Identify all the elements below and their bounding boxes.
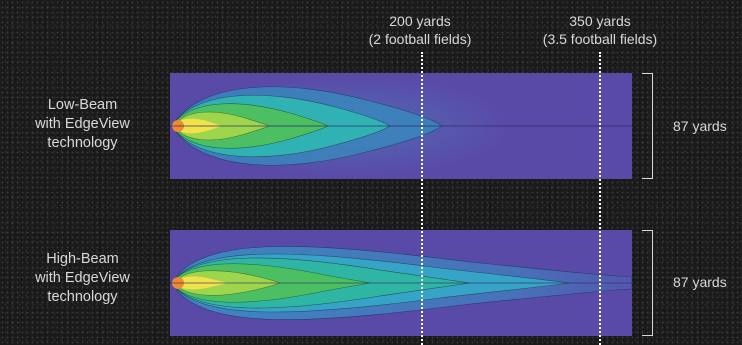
marker-200-line xyxy=(421,52,423,345)
high-beam-title: High-Beam xyxy=(46,251,119,267)
low-beam-heatmap xyxy=(170,73,632,179)
low-beam-width-bracket xyxy=(642,73,653,179)
high-beam-width-bracket xyxy=(642,230,653,336)
marker-350-label: 350 yards (3.5 football fields) xyxy=(510,12,690,48)
marker-200-distance: 200 yards xyxy=(389,13,451,29)
marker-350-line xyxy=(599,52,601,345)
low-beam-label: Low-Beam with EdgeView technology xyxy=(0,96,165,153)
high-beam-heatmap xyxy=(170,230,632,336)
high-beam-label: High-Beam with EdgeView technology xyxy=(0,250,165,307)
high-beam-width-label: 87 yards xyxy=(673,274,727,290)
high-beam-subtitle: with EdgeView xyxy=(35,270,130,286)
low-beam-subtitle-2: technology xyxy=(47,135,118,151)
low-beam-subtitle: with EdgeView xyxy=(35,116,130,132)
low-beam-width-label: 87 yards xyxy=(673,118,727,134)
low-beam-title: Low-Beam xyxy=(47,97,118,113)
marker-200-equivalent: (2 football fields) xyxy=(368,31,472,47)
marker-350-equivalent: (3.5 football fields) xyxy=(542,31,658,47)
marker-200-label: 200 yards (2 football fields) xyxy=(345,12,495,48)
marker-350-distance: 350 yards xyxy=(569,13,631,29)
high-beam-subtitle-2: technology xyxy=(47,289,118,305)
